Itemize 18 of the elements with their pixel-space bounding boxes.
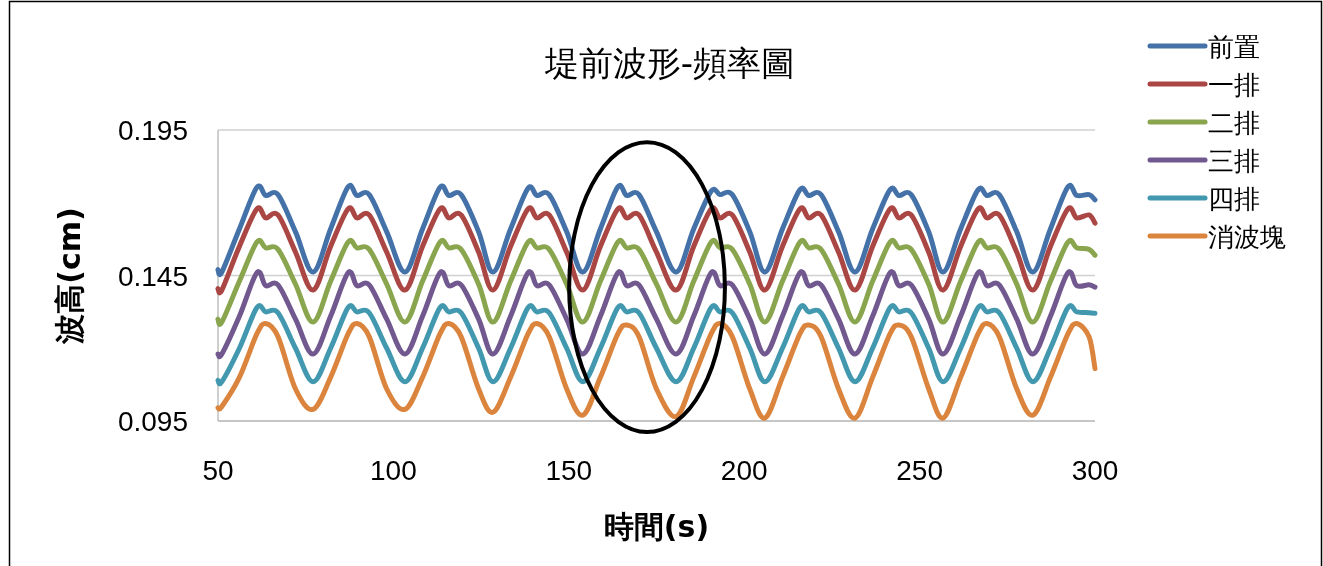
- chart-title: 堤前波形-頻率圖: [543, 43, 796, 83]
- x-axis-title: 時間(s): [603, 509, 710, 544]
- y-axis-title: 波高(cm): [52, 207, 87, 345]
- y-tick-label: 0.095: [117, 406, 188, 437]
- x-tick-label: 250: [896, 455, 943, 486]
- legend-label: 二排: [1208, 108, 1260, 138]
- legend-label: 一排: [1208, 70, 1260, 100]
- y-tick-label: 0.195: [117, 115, 188, 146]
- y-tick-label: 0.145: [117, 260, 188, 292]
- x-tick-label: 150: [545, 455, 593, 486]
- x-tick-label: 100: [370, 455, 417, 486]
- legend-label: 消波塊: [1208, 222, 1286, 252]
- x-tick-label: 200: [720, 455, 768, 486]
- legend-label: 四排: [1208, 184, 1260, 214]
- legend-label: 前置: [1208, 32, 1260, 62]
- legend-label: 三排: [1208, 146, 1260, 176]
- x-tick-label: 50: [202, 455, 234, 486]
- x-tick-label: 300: [1071, 455, 1119, 486]
